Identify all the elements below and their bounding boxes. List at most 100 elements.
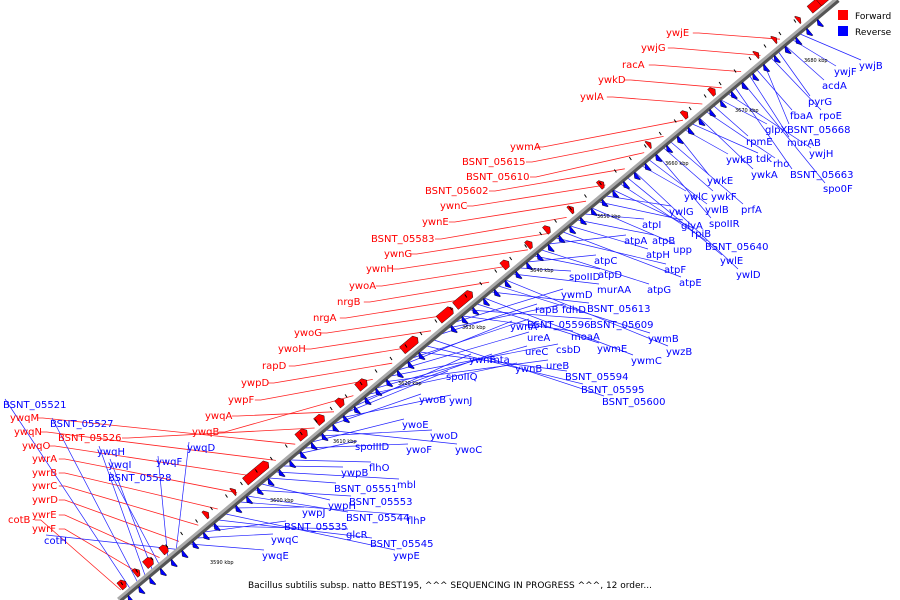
reverse-gene-label-moaa: moaA	[571, 332, 600, 343]
reverse-gene-label-ywqf: ywqF	[156, 457, 182, 468]
reverse-gene-label-atpi: atpI	[642, 220, 661, 231]
reverse-leader-line	[505, 279, 669, 347]
reverse-gene-label-bsnt-05640: BSNT_05640	[705, 242, 768, 253]
reverse-leader-line	[390, 343, 559, 377]
reverse-leader-line	[670, 141, 744, 205]
forward-gene-label-ywoh: ywoH	[278, 344, 306, 355]
reverse-gene-label-ywpj: ywpJ	[302, 508, 325, 519]
reverse-gene-label-fbaa: fbaA	[790, 111, 813, 122]
forward-gene-block	[770, 35, 778, 45]
reverse-leader-line	[311, 418, 405, 443]
forward-gene-block	[566, 205, 575, 215]
reverse-leader-line	[412, 318, 530, 359]
tick-dash	[374, 369, 378, 373]
forward-gene-block	[201, 510, 210, 520]
legend-reverse-label: Reverse	[855, 28, 892, 38]
reverse-leader-line	[232, 506, 305, 509]
forward-leader-line	[58, 458, 238, 494]
reverse-gene-block	[483, 297, 491, 307]
reverse-leader-line	[649, 159, 708, 205]
reverse-gene-label-ywke: ywkE	[707, 176, 733, 187]
reverse-gene-label-atpe: atpE	[679, 278, 702, 289]
tick-dash	[479, 281, 483, 286]
reverse-gene-label-ywmc: ywmC	[631, 356, 662, 367]
forward-leader-line	[254, 379, 373, 401]
forward-gene-label-ywne: ywnE	[422, 217, 449, 228]
reverse-gene-label-rpib: rpiB	[691, 229, 711, 240]
tick-dash	[299, 431, 303, 436]
forward-leader-line	[392, 249, 528, 270]
tick-dash	[539, 231, 543, 236]
forward-gene-label-ywrc: ywrC	[32, 481, 57, 492]
reverse-gene-label-ywod: ywoD	[430, 431, 458, 442]
reverse-leader-line	[196, 533, 274, 539]
reverse-gene-block	[159, 567, 167, 577]
tick-dash	[269, 456, 273, 461]
reverse-gene-label-prfa: prfA	[741, 205, 762, 216]
reverse-gene-label-ywqd: ywqD	[187, 443, 215, 454]
reverse-gene-block	[536, 252, 544, 262]
reverse-gene-label-bsnt-05521: BSNT_05521	[3, 400, 66, 411]
reverse-leader-line	[347, 370, 449, 413]
leader-lines	[4, 32, 862, 593]
reverse-leader-line	[261, 483, 331, 501]
forward-leader-line	[122, 427, 315, 439]
reverse-leader-line	[455, 288, 564, 323]
reverse-gene-label-bsnt-05551: BSNT_05551	[334, 484, 397, 495]
forward-leader-line	[435, 217, 567, 240]
reverse-leader-line	[713, 105, 749, 137]
forward-gene-block	[679, 110, 689, 120]
reverse-gene-label-bsnt-05528: BSNT_05528	[108, 473, 171, 484]
legend-reverse-swatch	[838, 26, 848, 36]
reverse-gene-label-flhp: flhP	[407, 516, 426, 527]
forward-gene-label-ywjg: ywjG	[641, 43, 666, 54]
forward-leader-line	[526, 136, 664, 163]
forward-leader-line	[624, 79, 722, 89]
reverse-gene-label-atpd: atpD	[598, 270, 622, 281]
forward-gene-label-rapd: rapD	[262, 361, 287, 372]
reverse-gene-blocks	[127, 18, 824, 600]
reverse-gene-block	[816, 18, 824, 28]
reverse-gene-label-fdhd: fdhD	[562, 305, 586, 316]
reverse-gene-block	[235, 504, 243, 514]
reverse-leader-line	[98, 445, 148, 581]
forward-leader-line	[692, 32, 780, 40]
forward-gene-label-ywpf: ywpF	[228, 395, 254, 406]
forward-gene-blocks	[116, 0, 831, 591]
tick-dash	[254, 469, 258, 473]
forward-gene-label-ywla: ywlA	[580, 92, 604, 103]
reverse-leader-line	[527, 254, 597, 263]
reverse-leader-line	[175, 441, 190, 557]
forward-gene-label-bsnt-05615: BSNT_05615	[462, 157, 525, 168]
forward-leader-line	[34, 519, 122, 591]
tick-dash	[419, 331, 423, 336]
reverse-gene-label-rapb: rapB	[535, 305, 559, 316]
reverse-gene-block	[256, 486, 264, 496]
forward-gene-block	[242, 460, 270, 486]
forward-leader-line	[267, 362, 393, 384]
reverse-gene-block	[720, 99, 728, 109]
forward-gene-label-nrga: nrgA	[313, 313, 337, 324]
reverse-leader-line	[692, 123, 759, 154]
tick-label: 3630 kbp	[462, 325, 486, 331]
reverse-leader-line	[419, 351, 568, 372]
reverse-gene-block	[806, 27, 814, 37]
reverse-gene-label-flho: flhO	[369, 463, 390, 474]
tick-dash	[120, 581, 124, 586]
reverse-leader-line	[613, 189, 694, 229]
tick-dash	[284, 444, 288, 448]
reverse-gene-block	[321, 432, 329, 442]
reverse-gene-block	[676, 135, 684, 145]
reverse-gene-label-ywob: ywoB	[419, 395, 446, 406]
forward-leader-line	[410, 233, 548, 255]
forward-gene-block	[595, 180, 605, 190]
forward-leader-line	[363, 281, 490, 303]
reverse-leader-line	[620, 183, 708, 242]
forward-gene-label-bsnt-05602: BSNT_05602	[425, 186, 488, 197]
reverse-gene-label-ywqh: ywqH	[97, 447, 125, 458]
reverse-gene-label-bsnt-05600: BSNT_05600	[602, 397, 665, 408]
reverse-gene-block	[655, 153, 663, 163]
reverse-leader-line	[756, 69, 793, 111]
reverse-gene-label-atpa: atpA	[624, 236, 647, 247]
reverse-gene-block	[375, 387, 383, 397]
